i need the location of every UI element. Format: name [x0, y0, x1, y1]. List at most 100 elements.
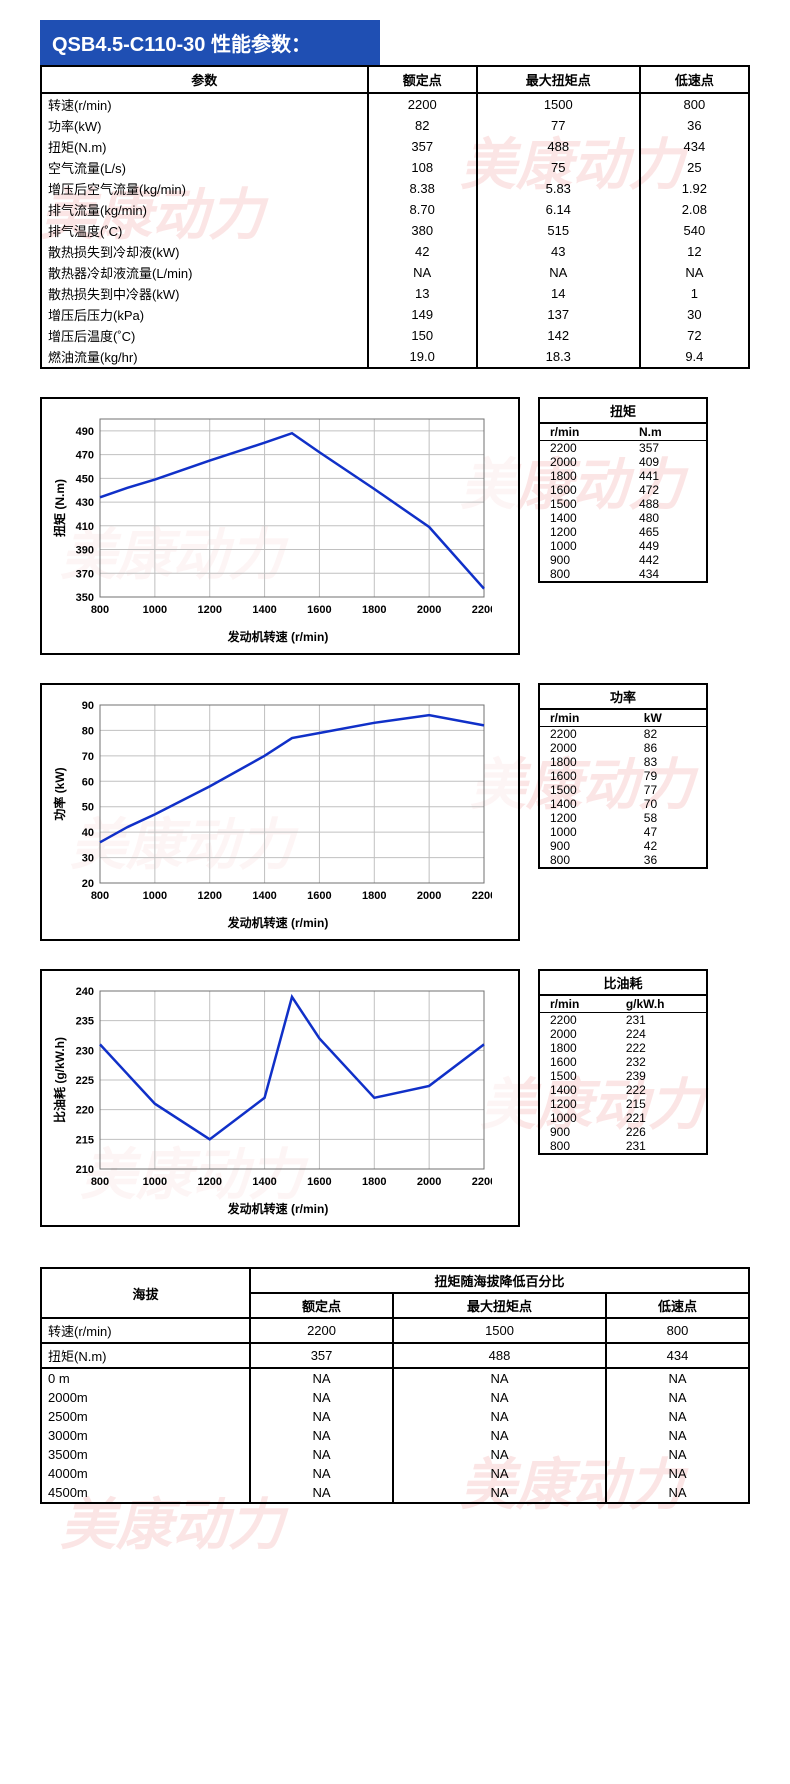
param-cell: 800	[640, 93, 749, 115]
chart-data-title: 功率	[540, 685, 706, 710]
param-cell: 2.08	[640, 199, 749, 220]
svg-text:2000: 2000	[417, 890, 441, 902]
svg-text:80: 80	[82, 725, 94, 737]
data-cell: 1000	[540, 1111, 616, 1125]
data-cell: 1400	[540, 1083, 616, 1097]
chart-data-box: 功率 r/minkW220082200086180083160079150077…	[538, 683, 708, 869]
param-cell: 36	[640, 115, 749, 136]
svg-text:1000: 1000	[143, 604, 167, 616]
data-cell: 480	[629, 511, 706, 525]
param-cell: 12	[640, 241, 749, 262]
param-cell: 77	[477, 115, 640, 136]
param-cell: 燃油流量(kg/hr)	[41, 346, 368, 368]
param-cell: 18.3	[477, 346, 640, 368]
chart-box: 8001000120014001600180020002200350370390…	[40, 397, 520, 655]
altitude-header: 海拔	[41, 1268, 250, 1318]
param-cell: 150	[368, 325, 477, 346]
data-cell: 2000	[540, 455, 629, 469]
param-cell: NA	[368, 262, 477, 283]
param-header: 参数	[41, 66, 368, 93]
alt-cell: NA	[250, 1368, 393, 1388]
param-cell: 30	[640, 304, 749, 325]
data-header: N.m	[629, 424, 706, 441]
param-cell: 19.0	[368, 346, 477, 368]
param-cell: 1500	[477, 93, 640, 115]
alt-cell: NA	[393, 1464, 606, 1483]
svg-text:1200: 1200	[197, 1176, 221, 1188]
data-cell: 2200	[540, 441, 629, 456]
param-cell: NA	[477, 262, 640, 283]
data-cell: 1800	[540, 469, 629, 483]
data-cell: 900	[540, 839, 634, 853]
chart-svg: 8001000120014001600180020002200350370390…	[52, 409, 492, 619]
data-cell: 442	[629, 553, 706, 567]
chart-box: 8001000120014001600180020002200210215220…	[40, 969, 520, 1227]
param-cell: 6.14	[477, 199, 640, 220]
chart-data-title: 扭矩	[540, 399, 706, 424]
alt-cell: 488	[393, 1343, 606, 1368]
data-cell: 900	[540, 553, 629, 567]
param-cell: 72	[640, 325, 749, 346]
svg-text:215: 215	[76, 1134, 94, 1146]
data-cell: 488	[629, 497, 706, 511]
alt-cell: NA	[393, 1483, 606, 1503]
data-cell: 2200	[540, 1013, 616, 1028]
svg-text:210: 210	[76, 1164, 94, 1176]
param-cell: 增压后温度(˚C)	[41, 325, 368, 346]
param-cell: 排气温度(˚C)	[41, 220, 368, 241]
svg-text:1800: 1800	[362, 890, 386, 902]
svg-text:1200: 1200	[197, 890, 221, 902]
data-cell: 221	[616, 1111, 706, 1125]
data-cell: 239	[616, 1069, 706, 1083]
svg-text:1800: 1800	[362, 1176, 386, 1188]
param-cell: 增压后空气流量(kg/min)	[41, 178, 368, 199]
alt-cell: 1500	[393, 1318, 606, 1343]
alt-cell: 2000m	[41, 1388, 250, 1407]
data-cell: 472	[629, 483, 706, 497]
data-cell: 1400	[540, 797, 634, 811]
data-cell: 1200	[540, 525, 629, 539]
alt-cell: 2500m	[41, 1407, 250, 1426]
param-cell: 42	[368, 241, 477, 262]
svg-text:350: 350	[76, 592, 94, 604]
data-cell: 82	[634, 727, 706, 742]
param-cell: 扭矩(N.m)	[41, 136, 368, 157]
data-cell: 231	[616, 1139, 706, 1153]
data-cell: 441	[629, 469, 706, 483]
param-cell: 1	[640, 283, 749, 304]
data-cell: 47	[634, 825, 706, 839]
data-cell: 1500	[540, 1069, 616, 1083]
param-header: 最大扭矩点	[477, 66, 640, 93]
alt-cell: NA	[606, 1388, 749, 1407]
svg-text:230: 230	[76, 1045, 94, 1057]
data-cell: 1600	[540, 483, 629, 497]
alt-cell: NA	[250, 1464, 393, 1483]
data-cell: 1400	[540, 511, 629, 525]
data-cell: 1600	[540, 1055, 616, 1069]
param-cell: 488	[477, 136, 640, 157]
param-cell: 8.70	[368, 199, 477, 220]
svg-text:430: 430	[76, 497, 94, 509]
svg-text:800: 800	[91, 890, 109, 902]
alt-cell: NA	[250, 1426, 393, 1445]
chart-data-box: 比油耗 r/ming/kW.h2200231200022418002221600…	[538, 969, 708, 1155]
data-cell: 224	[616, 1027, 706, 1041]
svg-text:1000: 1000	[143, 1176, 167, 1188]
data-cell: 226	[616, 1125, 706, 1139]
alt-cell: NA	[606, 1368, 749, 1388]
svg-text:50: 50	[82, 802, 94, 814]
altitude-main-header: 扭矩随海拔降低百分比	[250, 1268, 749, 1293]
data-cell: 357	[629, 441, 706, 456]
alt-cell: NA	[250, 1483, 393, 1503]
svg-text:20: 20	[82, 878, 94, 890]
alt-cell: NA	[393, 1368, 606, 1388]
param-cell: 357	[368, 136, 477, 157]
param-cell: 82	[368, 115, 477, 136]
param-cell: 转速(r/min)	[41, 93, 368, 115]
data-cell: 1600	[540, 769, 634, 783]
alt-cell: 4500m	[41, 1483, 250, 1503]
svg-text:40: 40	[82, 827, 94, 839]
svg-text:1600: 1600	[307, 604, 331, 616]
data-cell: 215	[616, 1097, 706, 1111]
data-header: r/min	[540, 710, 634, 727]
